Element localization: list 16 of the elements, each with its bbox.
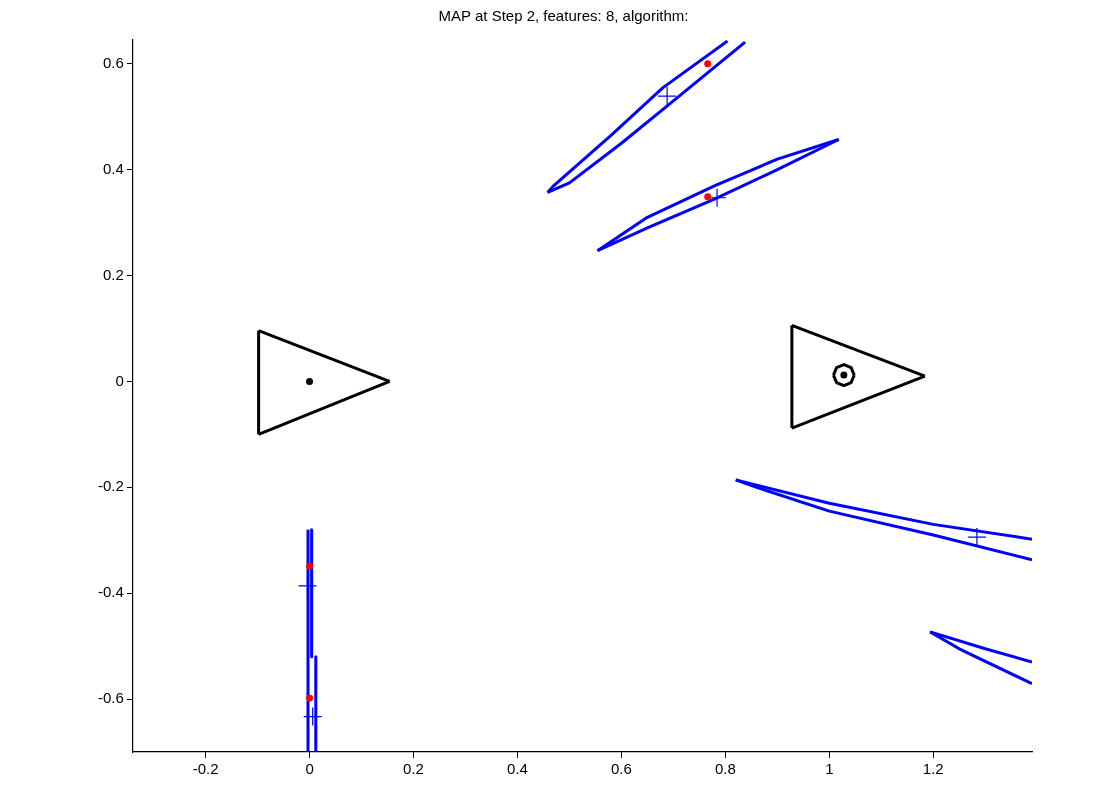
y-tick-label: 0 xyxy=(115,371,124,389)
y-tick-label: 0.4 xyxy=(102,159,124,177)
x-tick-label: 0.6 xyxy=(610,760,632,778)
y-tick-label: 0.6 xyxy=(102,53,124,71)
x-tick-label: 0 xyxy=(305,760,314,778)
chart-title: MAP at Step 2, features: 8, algorithm: xyxy=(438,7,689,25)
y-tick-label: -0.2 xyxy=(97,477,124,495)
y-tick-label: 0.2 xyxy=(102,265,124,283)
y-tick-label: -0.6 xyxy=(97,689,124,707)
x-tick-label: 1 xyxy=(825,760,834,778)
y-tick-label: -0.4 xyxy=(97,583,124,601)
x-tick-label: 1.2 xyxy=(922,760,944,778)
x-tick-label: -0.2 xyxy=(192,760,219,778)
x-tick-label: 0.4 xyxy=(507,760,528,778)
x-tick-label: 0.8 xyxy=(714,760,736,778)
x-tick-label: 0.2 xyxy=(403,760,424,778)
